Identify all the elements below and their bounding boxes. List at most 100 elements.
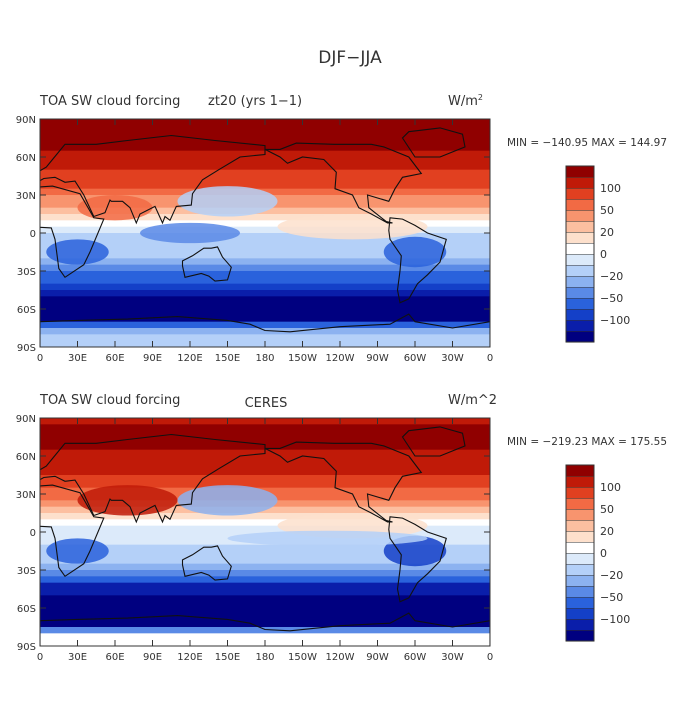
coastline [40,433,266,524]
y-tick-label: 30N [16,191,36,202]
field-band [40,456,490,463]
coastline [388,516,447,603]
field-patch [277,214,428,240]
colorbar-swatch [565,209,595,222]
field-band [40,437,490,444]
field-band [40,633,490,641]
panel-1: 0 30E 60E 90E 120E 150E 180 150W 120W 90W 60W 30W 09… [16,93,667,364]
x-tick-label: 90W [366,652,389,663]
min-max-stats: MIN = −140.95 MAX = 144.97 [507,137,667,149]
colorbar-swatch [565,231,595,244]
colorbar-frame [565,165,595,343]
field-band [40,182,490,190]
colorbar-swatch [565,253,595,266]
x-tick-label: 120E [177,353,202,364]
x-tick-label: 90W [366,353,389,364]
colorbar-swatch [565,519,595,532]
field-band [40,163,490,171]
coastline [40,185,105,279]
colorbar-swatch [565,464,595,477]
field-band [40,258,490,266]
x-tick-label: 0 [37,652,43,663]
field-band [40,283,490,291]
x-tick-label: 0 [487,353,493,364]
colorbar-label: −20 [600,270,623,283]
field-band [40,290,490,297]
field-band [40,557,490,565]
figure-title: DJF−JJA [318,48,382,68]
field-band [40,239,490,247]
colorbar-swatch [565,330,595,343]
colorbar-swatch [565,176,595,189]
coastline [40,134,266,225]
field-band [40,271,490,278]
x-tick-label: 150W [288,353,317,364]
x-tick-label: 150E [215,353,240,364]
colorbar-label: 100 [600,481,621,494]
colorbar-swatch [565,618,595,631]
colorbar-swatch [565,286,595,299]
field-band [40,468,490,476]
field-band [40,309,490,316]
field-patch [383,236,447,268]
field-band [40,315,490,323]
colorbar-swatch [565,574,595,587]
field-band [40,226,490,234]
units-exponent: 2 [478,93,483,102]
panel-title: TOA SW cloud forcing [39,94,180,109]
colorbar-label: −100 [600,314,630,327]
panel-title: TOA SW cloud forcing [39,393,180,408]
colorbar-label: 0 [600,248,607,261]
y-tick-label: 60N [16,153,36,164]
x-tick-label: 120W [326,652,355,663]
colorbar-swatch [565,475,595,488]
field-patch [140,222,240,244]
field-patch [177,485,278,516]
field-band [40,608,490,615]
field-band [40,563,490,571]
coastline [40,612,490,646]
x-tick-label: 30W [441,353,464,364]
colorbar-swatch [565,585,595,598]
field-band [40,424,490,432]
colorbar-label: 100 [600,182,621,195]
field-patch [227,530,428,546]
colorbar-label: −50 [600,591,623,604]
x-tick-label: 60W [404,652,427,663]
colorbar-swatch [565,596,595,609]
colorbar-swatch [565,497,595,510]
x-tick-label: 120W [326,353,355,364]
y-tick-label: 0 [30,229,36,240]
colorbar-swatch [565,319,595,332]
colorbar-label: −50 [600,292,623,305]
colorbar-label: 20 [600,226,614,239]
x-tick-label: 60W [404,353,427,364]
field-band [40,321,490,329]
field-patch [77,485,178,516]
field-band [40,519,490,527]
field-band [40,570,490,577]
field-band [40,169,490,177]
field-band [40,513,490,520]
x-tick-label: 180 [255,652,274,663]
y-tick-label: 90S [17,343,36,354]
field-band [40,138,490,145]
coastline [40,484,105,578]
field-band [40,576,490,584]
x-tick-label: 90E [143,652,162,663]
colorbar-swatch [565,308,595,321]
field-band [40,589,490,596]
field-band [40,131,490,139]
colorbar-label: 50 [600,503,614,516]
x-tick-label: 0 [487,652,493,663]
colorbar-swatch [565,530,595,543]
field-band [40,614,490,622]
x-tick-label: 60E [105,353,124,364]
min-max-stats: MIN = −219.23 MAX = 175.55 [507,436,667,448]
colorbar-swatch [565,198,595,211]
field-band [40,475,490,482]
field-band [40,328,490,335]
field-band [40,302,490,310]
